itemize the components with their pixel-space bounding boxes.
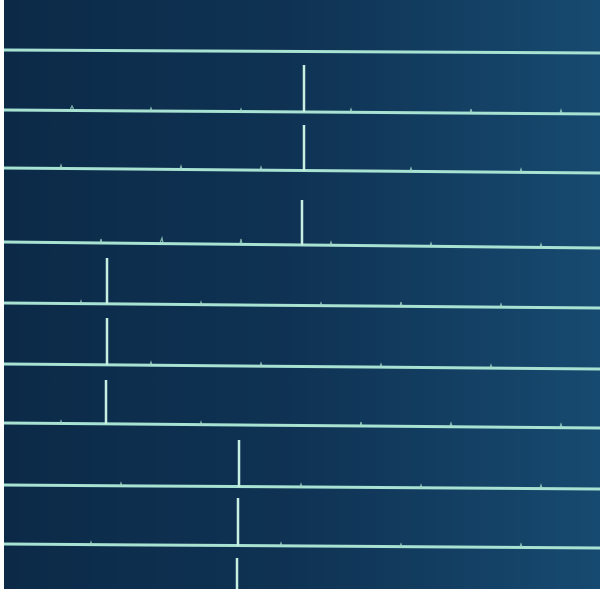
display-background: [4, 0, 600, 589]
page: [0, 0, 600, 589]
spectra-photo: [0, 0, 600, 589]
